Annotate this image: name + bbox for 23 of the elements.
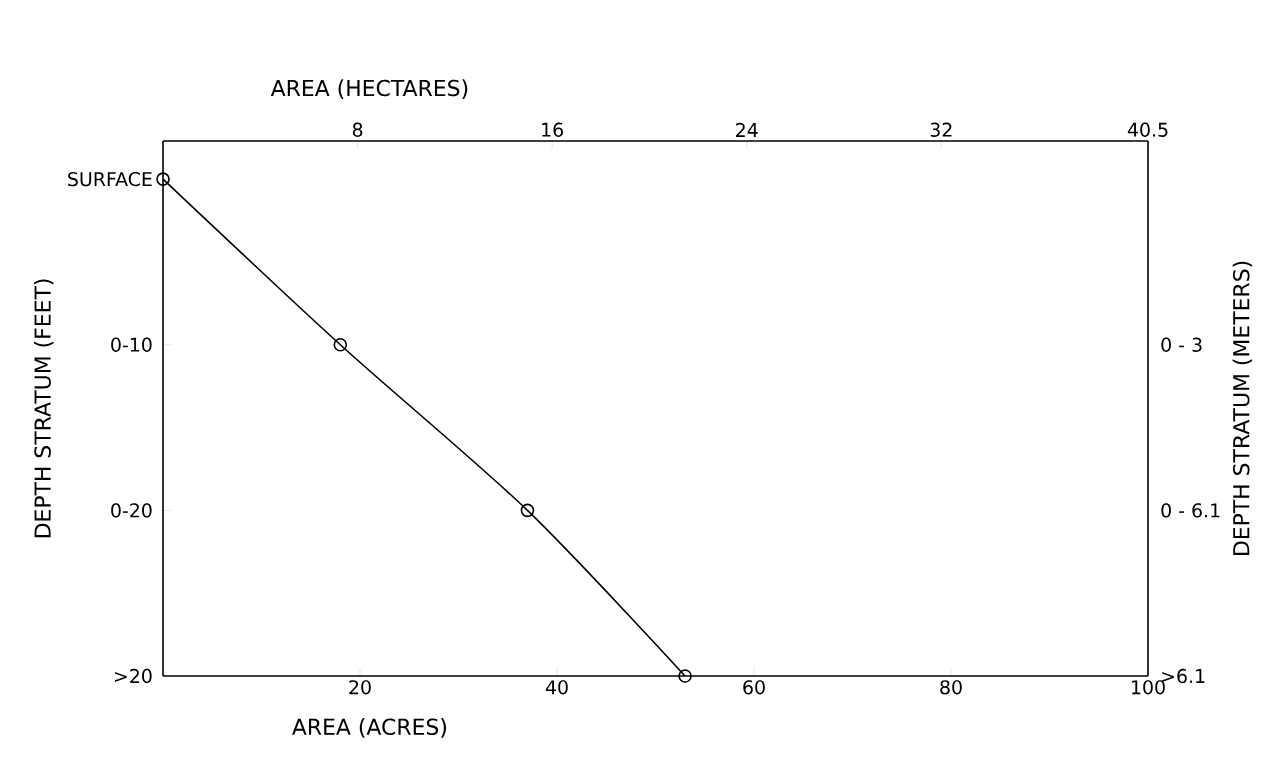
point [520,503,535,518]
point [156,172,170,186]
y2-axis-title: DEPTH STRATUM (METERS) [1232,261,1253,555]
x-tick-label: 80 [940,680,962,695]
x2-tick-label: 8 [352,122,363,137]
y-tick-label: >20 [114,668,152,684]
x2-tick-label: 40.5 [1127,122,1168,137]
y2-tick-label: 0 - 6.1 [1161,503,1220,518]
y-tick-label: 0-20 [111,503,152,518]
point [333,337,348,352]
y2-tick-label: 0 - 3 [1161,337,1202,352]
x-axis-title: AREA (ACRES) [292,718,447,738]
x-tick-label: 60 [743,680,765,695]
x2-tick-label: 24 [736,122,758,137]
x2-tick-label: 32 [930,122,952,137]
x2-tick-label: 16 [542,122,563,137]
y-tick-label: 0-10 [111,337,152,352]
y-axis-title: DEPTH STRATUM (FEET) [33,279,54,538]
x2-axis-title: AREA (HECTARES) [270,79,468,99]
x-tick-label: 20 [349,680,371,695]
x-tick-label: 40 [545,680,568,695]
y-tick-label: SURFACE [68,171,152,187]
point [678,669,692,683]
